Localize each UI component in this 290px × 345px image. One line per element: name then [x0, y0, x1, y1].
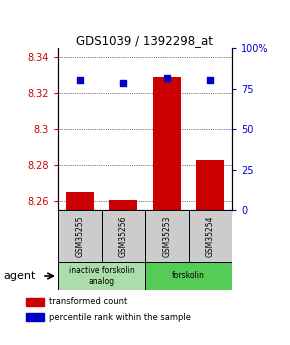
Bar — [102, 210, 145, 262]
Point — [77, 77, 82, 83]
Text: forskolin: forskolin — [172, 272, 205, 280]
Bar — [196, 160, 224, 210]
Text: GSM35254: GSM35254 — [206, 216, 215, 257]
Text: inactive forskolin
analog: inactive forskolin analog — [69, 266, 134, 286]
Bar — [145, 262, 232, 290]
Bar — [26, 298, 44, 306]
Text: GSM35256: GSM35256 — [119, 216, 128, 257]
Point — [208, 77, 213, 83]
Title: GDS1039 / 1392298_at: GDS1039 / 1392298_at — [77, 34, 213, 47]
Text: GSM35255: GSM35255 — [75, 216, 84, 257]
Bar — [145, 210, 188, 262]
Bar — [153, 77, 181, 210]
Text: GSM35253: GSM35253 — [162, 216, 171, 257]
Text: transformed count: transformed count — [49, 297, 127, 306]
Bar — [58, 262, 145, 290]
Bar — [26, 313, 44, 321]
Bar — [66, 193, 94, 210]
Bar — [188, 210, 232, 262]
Bar — [58, 210, 102, 262]
Point — [121, 80, 126, 86]
Text: percentile rank within the sample: percentile rank within the sample — [49, 313, 191, 322]
Point — [164, 76, 169, 81]
Bar — [109, 200, 137, 210]
Text: agent: agent — [3, 271, 35, 281]
